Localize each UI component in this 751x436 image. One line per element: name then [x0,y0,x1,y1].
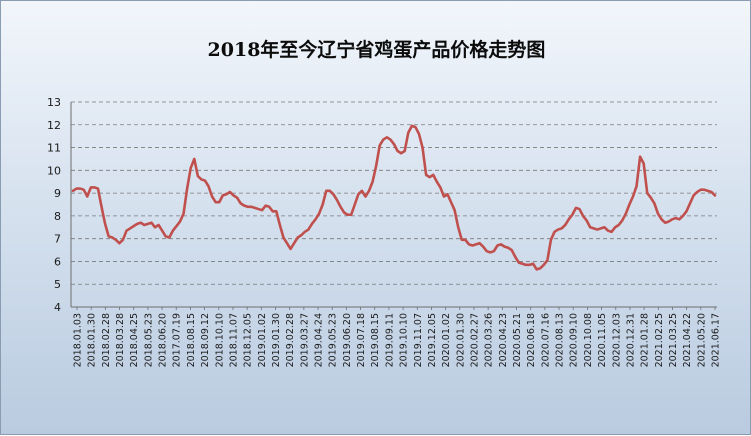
x-tick-label: 2019.01.30 [271,313,282,367]
y-tick-label: 6 [54,255,61,268]
x-tick-label: 2020.12.03 [611,313,622,367]
x-tick-labels: 2018.01.03 2018.01.30 2018.02.28 2018.03.28… [73,313,722,367]
x-tick-label: 2018.04.25 [129,313,140,367]
series-line-0 [71,124,717,271]
y-tick-label: 4 [54,301,61,314]
y-tick-label: 10 [47,164,61,177]
y-tick-label: 12 [47,119,61,132]
x-tick-label: 2019.10.10 [399,313,410,367]
x-tick-label: 2018.08.15 [186,313,197,367]
x-tick-label: 2020.02.27 [469,313,480,367]
x-tick-label: 2018.05.23 [143,313,154,367]
y-tick-label: 11 [47,142,61,155]
x-tick-label: 2020.05.21 [512,313,523,367]
x-tick-label: 2020.04.23 [498,313,509,367]
x-tick-label: 2021.03.25 [668,313,679,367]
y-tick-label: 8 [54,210,61,223]
x-tick-label: 2019.11.07 [413,313,424,367]
y-tick-label: 7 [54,233,61,246]
x-tick-label: 2018.06.20 [158,313,169,367]
x-tick-label: 2018.09.12 [200,313,211,367]
series-layer [71,124,717,271]
x-tick-label: 2020.09.10 [569,313,580,367]
x-tick-label: 2020.01.30 [455,313,466,367]
x-tick-label: 2018.01.03 [73,313,84,367]
x-tick-label: 2018.01.30 [87,313,98,367]
y-tick-label: 5 [54,278,61,291]
y-tick-label: 9 [54,187,61,200]
x-tick-label: 2021.06.17 [711,313,722,367]
x-tick-label: 2019.05.23 [328,313,339,367]
x-tick-label: 2020.10.08 [583,313,594,367]
x-tick-label: 2018.02.28 [101,313,112,367]
x-tick-label: 2019.06.20 [342,313,353,367]
x-tick-label: 2019.08.15 [370,313,381,367]
x-tick-label: 2020.06.18 [526,313,537,367]
x-tick-label: 2019.02.28 [285,313,296,367]
x-tick-label: 2019.12.05 [427,313,438,367]
x-tick-label: 2020.07.16 [540,313,551,367]
x-tick-label: 2021.01.28 [640,313,651,367]
x-tick-label: 2020.11.05 [597,313,608,367]
x-tick-label: 2019.07.18 [356,313,367,367]
x-tick-label: 2019.01.02 [257,313,268,367]
x-tick-label: 2021.04.22 [682,313,693,367]
x-tick-label: 2018.12.05 [243,313,254,367]
x-tick-label: 2019.03.27 [299,313,310,367]
grid-layer [71,101,717,285]
x-tick-label: 2020.01.02 [441,313,452,367]
x-tick-label: 2021.02.25 [654,313,665,367]
x-tick-label: 2018.03.28 [115,313,126,367]
x-tick-label: 2020.03.26 [484,313,495,367]
y-tick-labels: 4 5 6 7 8 9 10 11 12 13 [47,96,61,314]
axis-layer [70,102,717,310]
x-tick-label: 2020.08.13 [555,313,566,367]
x-tick-label: 2019.04.24 [314,313,325,367]
x-tick-label: 2019.09.11 [384,313,395,367]
x-tick-label: 2021.05.20 [696,313,707,367]
x-tick-label: 2020.12.31 [625,313,636,367]
chart-title: 2018年至今辽宁省鸡蛋产品价格走势图 [207,39,546,61]
x-tick-label: 2018.10.10 [214,313,225,367]
y-tick-label: 13 [47,96,61,109]
x-tick-label: 2018.11.07 [228,313,239,367]
x-tick-label: 2017.07.19 [172,313,183,367]
